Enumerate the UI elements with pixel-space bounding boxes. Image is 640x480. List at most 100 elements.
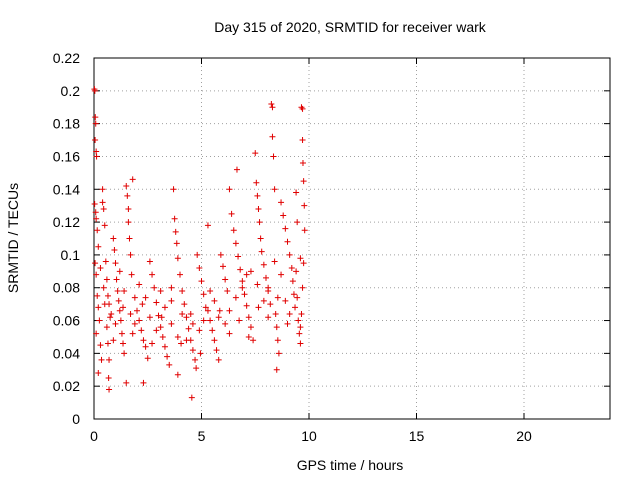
- y-tick-label: 0.02: [53, 378, 80, 394]
- data-point: [110, 235, 117, 242]
- data-point: [95, 304, 102, 311]
- data-point: [127, 310, 134, 317]
- data-point: [183, 314, 190, 321]
- data-point: [117, 317, 124, 324]
- data-point: [149, 271, 156, 278]
- data-point: [260, 297, 267, 304]
- data-point: [200, 317, 207, 324]
- data-point: [113, 276, 120, 283]
- data-point: [98, 356, 105, 363]
- data-point: [100, 205, 107, 212]
- data-point: [144, 355, 151, 362]
- data-point: [293, 268, 300, 275]
- data-point: [243, 271, 250, 278]
- data-point: [226, 307, 233, 314]
- data-point: [233, 166, 240, 173]
- data-point: [115, 297, 122, 304]
- data-point: [293, 189, 300, 196]
- data-point: [298, 310, 305, 317]
- data-point: [207, 288, 214, 295]
- data-point: [211, 297, 218, 304]
- data-point: [196, 265, 203, 272]
- axis-ticks: 0 5 10 15 20 0 0.02 0.04 0.06 0.08 0.1 0.12 0.14 0.16…: [53, 50, 610, 444]
- data-point: [121, 350, 128, 357]
- data-point: [204, 222, 211, 229]
- y-tick-label: 0.18: [53, 116, 80, 132]
- data-point: [92, 120, 99, 127]
- data-point: [255, 205, 262, 212]
- data-point: [97, 265, 104, 272]
- data-point: [226, 186, 233, 193]
- data-point: [99, 199, 106, 206]
- data-point: [245, 333, 252, 340]
- data-point: [297, 255, 304, 262]
- data-point: [92, 137, 99, 144]
- data-point: [278, 271, 285, 278]
- data-point: [209, 327, 216, 334]
- data-point: [129, 176, 136, 183]
- data-point: [103, 324, 110, 331]
- data-point: [92, 260, 99, 267]
- data-point: [247, 324, 254, 331]
- data-point: [134, 307, 140, 314]
- data-point: [102, 258, 109, 265]
- data-point: [299, 284, 306, 291]
- data-point: [161, 343, 168, 350]
- plot-frame: [93, 57, 611, 420]
- data-point: [193, 365, 200, 372]
- data-point: [138, 327, 145, 334]
- data-point: [297, 324, 304, 331]
- data-point: [183, 337, 190, 344]
- data-point: [289, 278, 296, 285]
- data-point: [295, 317, 302, 324]
- data-point: [111, 246, 118, 253]
- data-point: [282, 297, 289, 304]
- data-point: [153, 299, 160, 306]
- data-point: [204, 307, 211, 314]
- data-point: [274, 337, 281, 344]
- data-point: [222, 276, 229, 283]
- data-point: [273, 324, 280, 331]
- data-point: [127, 251, 134, 258]
- data-point: [121, 288, 128, 295]
- data-point: [198, 278, 205, 285]
- data-point: [151, 284, 158, 291]
- x-tick-label: 15: [409, 428, 425, 444]
- data-point: [123, 379, 130, 386]
- data-point: [93, 153, 100, 160]
- data-point: [267, 301, 274, 308]
- data-point: [142, 343, 149, 350]
- data-point: [161, 304, 168, 311]
- y-tick-label: 0.14: [53, 181, 80, 197]
- data-point: [174, 255, 181, 262]
- data-point: [220, 263, 226, 270]
- data-point: [301, 202, 308, 209]
- data-point: [299, 105, 306, 112]
- data-point: [94, 292, 101, 299]
- data-point: [131, 294, 138, 301]
- data-point: [235, 253, 242, 260]
- data-point: [269, 133, 276, 140]
- data-point: [217, 251, 224, 258]
- data-point: [294, 294, 301, 301]
- data-point: [104, 292, 111, 299]
- data-point: [178, 340, 185, 347]
- data-point: [265, 314, 272, 321]
- data-point: [271, 186, 278, 193]
- data-point: [254, 192, 261, 199]
- data-point: [284, 238, 291, 245]
- data-point: [296, 330, 303, 337]
- data-point: [97, 342, 104, 349]
- data-point: [120, 340, 127, 347]
- data-point: [103, 276, 110, 283]
- data-point: [286, 310, 293, 317]
- data-points: [91, 86, 308, 401]
- data-point: [301, 227, 308, 234]
- y-tick-label: 0: [72, 411, 80, 427]
- data-point: [228, 210, 235, 217]
- data-point: [112, 260, 119, 267]
- data-point: [170, 186, 177, 193]
- data-point: [106, 386, 113, 393]
- data-point: [108, 310, 115, 317]
